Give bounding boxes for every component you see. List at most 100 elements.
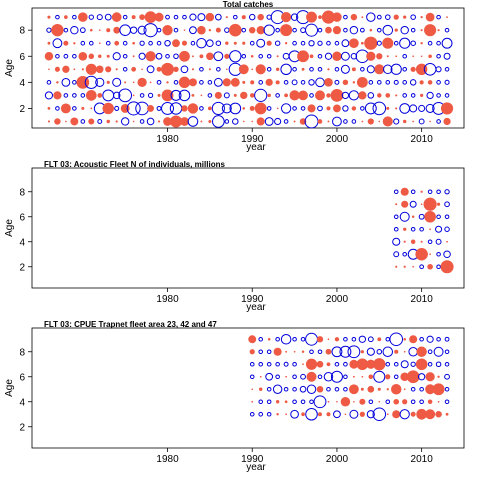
bubble-positive [350, 13, 358, 21]
bubble-negative [80, 93, 86, 98]
bubble-negative [300, 80, 306, 85]
bubble-negative [290, 409, 299, 419]
bubble-positive [56, 81, 59, 84]
bubble-positive [395, 203, 398, 206]
bubble-negative [169, 102, 183, 115]
bubble-negative [72, 106, 77, 111]
bubble-negative [122, 53, 128, 59]
bubble-positive [281, 12, 292, 23]
bubble-negative [393, 214, 399, 220]
bubble-positive [378, 120, 381, 123]
bubble-positive [420, 240, 423, 243]
bubble-negative [358, 335, 367, 343]
bubble-positive [98, 42, 101, 45]
bubble-positive [420, 203, 423, 206]
bubble-negative [232, 118, 239, 125]
bubble-negative [72, 80, 77, 85]
bubble-positive [197, 25, 206, 35]
bubble-positive [366, 51, 376, 61]
bubble-negative [409, 104, 418, 113]
bubble-negative [426, 91, 434, 100]
bubble-positive [106, 80, 110, 84]
bubble-negative [156, 40, 162, 46]
bubble-negative [44, 91, 54, 100]
bubble-negative [221, 103, 232, 114]
bubble-negative [351, 336, 357, 342]
bubble-positive [415, 358, 428, 371]
bubble-negative [187, 116, 199, 127]
bubble-positive [98, 29, 101, 31]
bubble-negative [189, 13, 197, 21]
bubble-negative [343, 119, 348, 124]
bubble-positive [326, 93, 331, 98]
bubble-positive [361, 16, 364, 19]
bubble-negative [147, 92, 154, 99]
bubble-negative [343, 27, 348, 33]
bubble-positive [403, 337, 406, 341]
panel-trapnet-fleet: FLT 03: CPUE Trapnet fleet area 23, 42 a… [4, 320, 465, 473]
bubble-negative [366, 12, 376, 22]
bubble-positive [307, 104, 316, 113]
bubble-negative [317, 374, 323, 380]
bubble-positive [144, 11, 157, 24]
bubble-positive [276, 413, 279, 416]
bubble-negative [102, 89, 115, 102]
bubble-positive [386, 388, 389, 391]
bubble-negative [256, 38, 266, 48]
bubble-negative [70, 25, 79, 35]
bubble-negative [444, 361, 450, 367]
bubble-negative [79, 27, 86, 34]
bubble-negative [180, 65, 189, 74]
bubble-negative [122, 40, 128, 46]
bubble-positive [162, 25, 173, 36]
bubble-positive [403, 119, 407, 124]
bubble-positive [181, 40, 188, 46]
bubble-negative [334, 79, 340, 85]
bubble-negative [410, 14, 416, 20]
bubble-positive [403, 388, 406, 391]
bubble-positive [154, 12, 164, 22]
bubble-positive [386, 55, 389, 58]
bubble-negative [215, 13, 222, 21]
bubble-negative [258, 399, 264, 405]
bubble-positive [222, 78, 231, 87]
bubble-negative [410, 27, 416, 33]
x-tick-label: 1980 [156, 454, 179, 465]
bubble-negative [382, 24, 394, 36]
bubble-positive [325, 348, 332, 355]
bubble-positive [356, 358, 369, 371]
bubble-positive [54, 66, 60, 72]
bubble-positive [427, 80, 433, 85]
bubble-negative [317, 105, 323, 112]
bubble-positive [391, 384, 402, 395]
bubble-negative [196, 38, 207, 49]
bubble-negative [156, 79, 162, 85]
bubble-negative [155, 52, 163, 60]
bubble-positive [327, 120, 330, 123]
bubble-negative [290, 13, 299, 21]
bubble-positive [366, 359, 376, 369]
bubble-positive [275, 67, 280, 72]
bubble-negative [366, 347, 375, 356]
bubble-negative [317, 27, 323, 33]
bubble-positive [326, 106, 331, 111]
bubble-negative [84, 75, 98, 89]
bubble-negative [444, 27, 450, 33]
bubble-negative [390, 63, 402, 75]
bubble-positive [403, 227, 407, 231]
bubble-positive [352, 375, 355, 378]
bubble-positive [44, 52, 54, 61]
bubble-negative [190, 40, 196, 46]
bubble-negative [282, 52, 290, 60]
bubble-positive [249, 105, 255, 111]
bubble-negative [139, 40, 145, 46]
bubble-negative [229, 50, 242, 63]
bubble-positive [316, 360, 324, 368]
x-axis-title: year [246, 302, 266, 313]
bubble-positive [257, 13, 264, 21]
bubble-negative [441, 37, 453, 49]
y-axis-title: Age [4, 379, 15, 397]
bubble-negative [309, 349, 314, 355]
bubble-positive [428, 54, 432, 59]
